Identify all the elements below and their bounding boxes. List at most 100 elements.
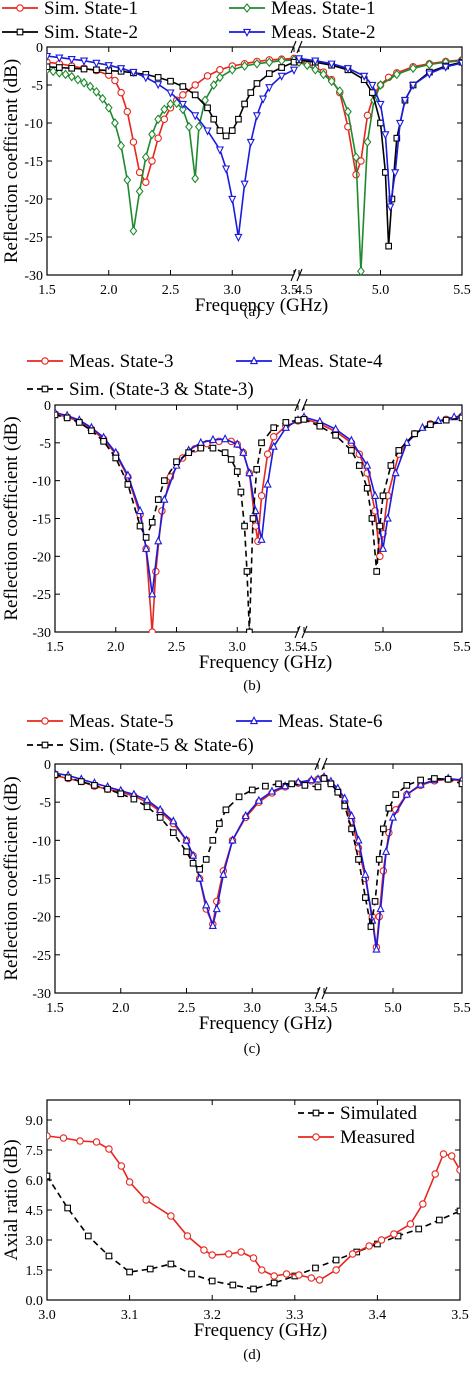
panel-a-legend-2: Meas. State-1 bbox=[271, 0, 375, 19]
x-tick-label: 3.0 bbox=[229, 640, 247, 655]
data-point bbox=[117, 88, 125, 97]
data-point bbox=[332, 431, 339, 439]
panel-b-ylabel: Reflection coefficient (dB) bbox=[1, 416, 22, 620]
data-point bbox=[228, 127, 236, 134]
legend-marker bbox=[41, 717, 49, 725]
y-tick-label: -5 bbox=[39, 796, 51, 811]
x-tick-label: 4.5 bbox=[320, 1001, 338, 1016]
data-point bbox=[216, 820, 223, 827]
data-point bbox=[253, 465, 261, 473]
data-point bbox=[67, 56, 76, 65]
data-point bbox=[307, 1274, 316, 1282]
panel-c-gridless-plot: 0 -5 -10 -15 -20 -25 -301.5 2.0 2.5 3.0 3.54.5 5.0 5… bbox=[32, 757, 471, 1016]
data-point bbox=[311, 64, 320, 75]
data-point bbox=[142, 794, 152, 804]
data-point bbox=[363, 460, 372, 469]
y-tick-label: 0 bbox=[44, 399, 51, 414]
data-point bbox=[385, 804, 393, 812]
data-point bbox=[257, 534, 266, 543]
data-point bbox=[88, 427, 95, 435]
data-point bbox=[434, 415, 443, 425]
panel-d-caption: (d) bbox=[243, 1347, 261, 1363]
panel-c: 0 -5 -10 -15 -20 -25 -301.5 2.0 2.5 3.0 3.54.5 5.0 5… bbox=[1, 711, 471, 1057]
y-tick-label: -20 bbox=[24, 193, 43, 208]
data-point bbox=[363, 111, 372, 120]
data-point bbox=[352, 152, 360, 163]
data-point bbox=[263, 479, 272, 488]
data-point bbox=[125, 1178, 134, 1186]
x-tick-label: 3.0 bbox=[244, 1001, 262, 1016]
data-point bbox=[142, 543, 151, 552]
data-point bbox=[395, 119, 405, 129]
data-point bbox=[456, 1207, 460, 1215]
data-area bbox=[47, 1132, 460, 1293]
data-point bbox=[47, 1172, 51, 1180]
data-point bbox=[265, 84, 274, 93]
data-point bbox=[209, 444, 217, 452]
plot-frame bbox=[54, 404, 463, 633]
legend-marker bbox=[243, 3, 251, 13]
data-point bbox=[458, 780, 462, 788]
axis-break-gap-top bbox=[318, 762, 324, 766]
data-point bbox=[341, 802, 349, 810]
data-point bbox=[368, 81, 377, 91]
axis-break-gap-bottom bbox=[298, 630, 304, 634]
data-point bbox=[84, 1232, 92, 1240]
y-tick-label: 0 bbox=[36, 41, 43, 56]
x-tick-label: 5.5 bbox=[453, 640, 471, 655]
panel-d-xlabel: Frequency (GHz) bbox=[194, 1320, 327, 1341]
data-point bbox=[402, 789, 411, 798]
data-point bbox=[188, 1270, 195, 1278]
data-point bbox=[135, 505, 145, 515]
data-point bbox=[178, 100, 187, 110]
data-point bbox=[80, 65, 88, 73]
data-point bbox=[400, 97, 410, 106]
data-point bbox=[348, 825, 355, 833]
x-tick-label: 3.3 bbox=[286, 1308, 304, 1323]
data-point bbox=[431, 775, 438, 782]
panel-d-gridless-plot: 0.0 1.5 3.0 4.5 6.0 7.5 9.0 3.0 3.1 3.2 3.3 3.4 3.5 bbox=[26, 1099, 469, 1323]
legend-marker bbox=[312, 1133, 320, 1141]
y-tick-label: -25 bbox=[24, 231, 43, 246]
data-point bbox=[123, 470, 132, 479]
data-point bbox=[392, 791, 400, 798]
data-point bbox=[79, 57, 89, 66]
data-point bbox=[343, 65, 352, 74]
data-point bbox=[331, 424, 340, 433]
data-point bbox=[105, 1145, 113, 1153]
data-point bbox=[229, 1281, 237, 1289]
data-point bbox=[55, 64, 63, 71]
data-point bbox=[282, 1270, 291, 1278]
data-point bbox=[75, 419, 83, 426]
data-point bbox=[320, 775, 328, 782]
data-point bbox=[216, 66, 224, 74]
data-point bbox=[363, 484, 371, 492]
data-point bbox=[183, 1232, 192, 1240]
data-point bbox=[142, 178, 150, 187]
data-point bbox=[160, 104, 169, 115]
panel-a-caption: (a) bbox=[244, 304, 261, 320]
data-point bbox=[247, 89, 255, 96]
data-point bbox=[203, 72, 212, 80]
panel-d-legend-1: Simulated bbox=[340, 1103, 418, 1124]
series-line bbox=[47, 61, 295, 137]
data-point bbox=[275, 780, 282, 788]
x-tick-label: 1.5 bbox=[46, 1001, 64, 1016]
data-point bbox=[141, 74, 150, 83]
data-point bbox=[195, 873, 204, 882]
data-point bbox=[376, 522, 384, 530]
legend-marker bbox=[242, 28, 252, 38]
data-point bbox=[409, 81, 418, 91]
data-point bbox=[312, 1264, 319, 1272]
data-point bbox=[258, 439, 265, 447]
data-point bbox=[355, 856, 362, 863]
data-point bbox=[391, 169, 400, 178]
data-point bbox=[135, 186, 144, 197]
data-point bbox=[253, 80, 261, 87]
data-point bbox=[307, 775, 316, 784]
data-point bbox=[100, 437, 107, 445]
data-point bbox=[63, 414, 71, 422]
data-point bbox=[111, 118, 119, 128]
data-point bbox=[172, 98, 181, 109]
x-tick-label: 3.5 bbox=[285, 640, 303, 655]
